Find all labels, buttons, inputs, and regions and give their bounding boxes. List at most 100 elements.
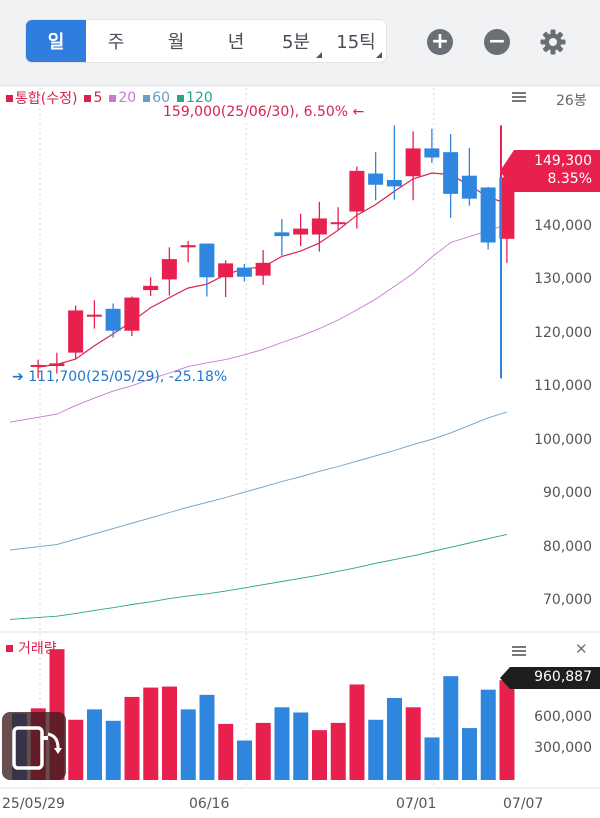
candle-body bbox=[405, 148, 421, 177]
legend-swatch bbox=[143, 94, 151, 102]
volume-bar bbox=[499, 680, 515, 780]
candle bbox=[161, 247, 177, 296]
candle bbox=[311, 201, 327, 252]
candle-body bbox=[143, 285, 159, 291]
period-selector: 일 주 월 년 5분 15틱 bbox=[26, 20, 386, 62]
candle-body bbox=[443, 152, 459, 194]
tab-day[interactable]: 일 bbox=[26, 20, 86, 62]
candle bbox=[255, 250, 271, 285]
grid-lines bbox=[0, 84, 600, 789]
volume-bar bbox=[387, 697, 402, 780]
chart-toolbar: 일 주 월 년 5분 15틱 + − bbox=[0, 0, 600, 86]
tab-year[interactable]: 년 bbox=[227, 32, 245, 53]
candle bbox=[443, 133, 459, 218]
candle bbox=[105, 303, 121, 338]
candle-body bbox=[49, 363, 65, 367]
legend-ma5: 5 bbox=[93, 90, 103, 106]
candle bbox=[236, 263, 252, 282]
tab-5min-label: 5분 bbox=[281, 32, 310, 53]
candle bbox=[349, 166, 365, 229]
floating-window-button[interactable] bbox=[2, 712, 66, 780]
gear-icon[interactable] bbox=[539, 28, 567, 56]
candle-body bbox=[105, 308, 121, 331]
candle-body bbox=[424, 148, 440, 158]
candle-body bbox=[199, 243, 215, 278]
legend-ma20: 20 bbox=[118, 90, 137, 106]
ma120-line bbox=[9, 533, 508, 620]
toolbar-bottom-border bbox=[0, 84, 600, 87]
volume-bar bbox=[462, 728, 477, 780]
volume-bars bbox=[12, 649, 515, 780]
candle-body bbox=[293, 228, 309, 235]
price-tag-shape bbox=[500, 150, 600, 192]
volume-bar bbox=[68, 719, 84, 780]
date-axis-tick: 07/01 bbox=[396, 796, 437, 812]
candle-body bbox=[86, 314, 102, 317]
volume-tag-shape bbox=[500, 667, 600, 689]
volume-bar bbox=[293, 712, 309, 780]
screen-rotate-icon bbox=[12, 726, 62, 770]
chart-legend: 통합(수정) 5 20 60 120 bbox=[6, 88, 216, 108]
candle-body bbox=[499, 177, 515, 239]
tab-15tick[interactable]: 15틱 bbox=[326, 20, 386, 62]
candle-body bbox=[161, 259, 177, 280]
volume-bar bbox=[480, 689, 496, 780]
candle-body bbox=[274, 232, 290, 237]
close-icon[interactable]: ✕ bbox=[575, 640, 588, 658]
volume-bar bbox=[143, 687, 159, 780]
candle bbox=[499, 168, 515, 263]
candle-body bbox=[124, 297, 140, 331]
volume-bar bbox=[105, 720, 121, 780]
candle bbox=[424, 128, 440, 163]
candle bbox=[68, 305, 84, 359]
tab-5min[interactable]: 5분 bbox=[266, 20, 326, 62]
price-axis-tick: 90,000 bbox=[543, 485, 592, 502]
high-price-text: 159,000(25/06/30), 6.50% bbox=[163, 104, 349, 120]
candle-body bbox=[311, 218, 327, 235]
volume-bar bbox=[124, 696, 140, 780]
candle bbox=[30, 359, 46, 379]
price-axis-tick: 110,000 bbox=[534, 378, 592, 395]
price-axis-tick: 70,000 bbox=[543, 592, 592, 609]
price-panel-menu-icon[interactable] bbox=[512, 92, 526, 102]
zoom-out-button[interactable]: − bbox=[484, 29, 510, 55]
legend-swatch bbox=[84, 94, 92, 102]
left-arrow-icon: ← bbox=[352, 104, 365, 120]
candle bbox=[49, 352, 65, 374]
candle-body bbox=[236, 267, 252, 277]
volume-panel-menu-icon[interactable] bbox=[512, 646, 526, 656]
volume-bar bbox=[180, 709, 196, 780]
volume-bar bbox=[405, 707, 421, 780]
ma20-line bbox=[9, 223, 508, 423]
price-axis-tick: 130,000 bbox=[534, 271, 592, 288]
volume-bar bbox=[349, 684, 365, 780]
price-axis-tick: 120,000 bbox=[534, 324, 592, 341]
volume-legend: 거래량 bbox=[6, 638, 57, 658]
volume-axis-tick: 600,000 bbox=[534, 708, 592, 725]
tab-month[interactable]: 월 bbox=[167, 32, 185, 53]
tab-15tick-label: 15틱 bbox=[336, 32, 376, 53]
zoom-in-button[interactable]: + bbox=[427, 29, 453, 55]
tab-week[interactable]: 주 bbox=[107, 32, 125, 53]
legend-swatch bbox=[109, 94, 117, 102]
volume-label: 거래량 bbox=[18, 641, 57, 657]
candle bbox=[293, 213, 309, 247]
candle-body bbox=[349, 170, 365, 212]
candle bbox=[199, 243, 215, 297]
candle bbox=[480, 186, 496, 250]
price-axis-tick: 80,000 bbox=[543, 538, 592, 555]
candle-body bbox=[386, 179, 402, 187]
bar-count-label: 26봉 bbox=[556, 93, 587, 109]
candle bbox=[274, 218, 290, 256]
dropdown-corner-icon bbox=[376, 52, 382, 58]
legend-title: 통합(수정) bbox=[15, 91, 78, 107]
legend-swatch bbox=[177, 94, 185, 102]
right-arrow-icon: ➔ bbox=[12, 369, 24, 385]
candle bbox=[124, 296, 140, 337]
candle-body bbox=[30, 364, 46, 367]
dropdown-corner-icon bbox=[316, 52, 322, 58]
volume-axis-tick: 300,000 bbox=[534, 739, 592, 756]
candle bbox=[386, 125, 402, 200]
volume-bar bbox=[443, 676, 459, 780]
